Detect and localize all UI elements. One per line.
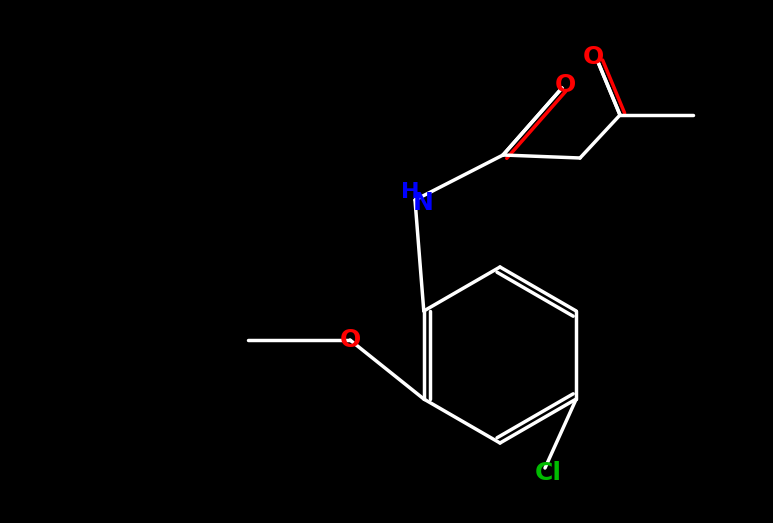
Text: Cl: Cl (534, 461, 561, 485)
Text: N: N (413, 191, 434, 215)
Text: H: H (400, 182, 419, 202)
Text: O: O (339, 328, 361, 352)
Text: O: O (582, 45, 604, 69)
Text: O: O (554, 73, 576, 97)
